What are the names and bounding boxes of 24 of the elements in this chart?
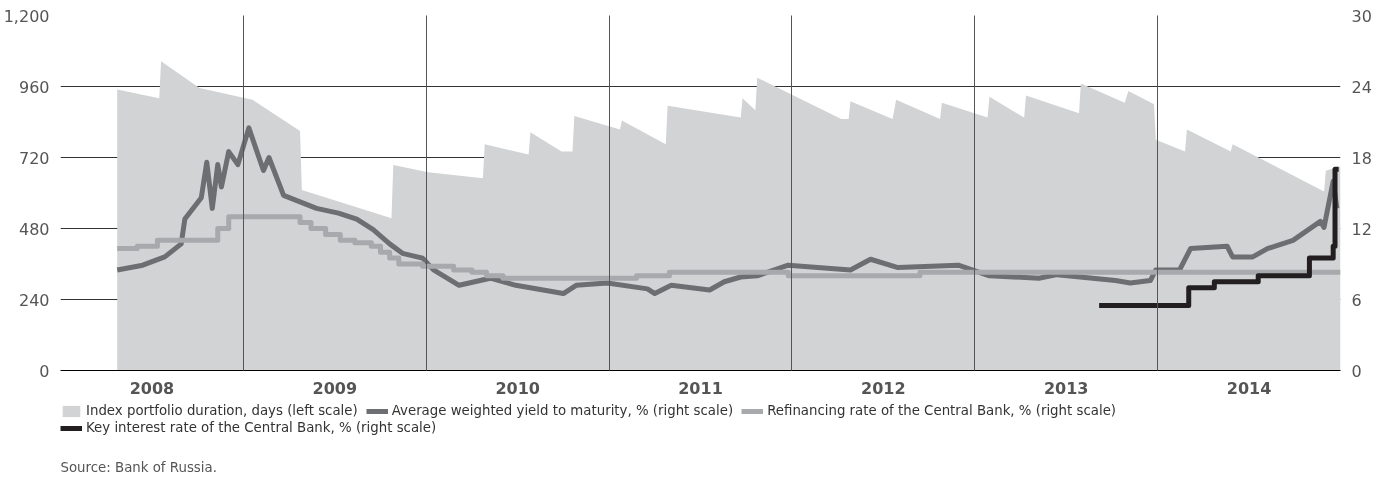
y-tick-label: 1,200 — [3, 6, 50, 26]
x-tick-label: 2008 — [129, 378, 175, 398]
y2-tick-label: 0 — [1351, 361, 1362, 381]
y2-tick-label: 24 — [1351, 77, 1372, 97]
legend-label: Refinancing rate of the Central Bank, % (right scale) — [767, 403, 1117, 418]
y-tick-label: 720 — [18, 148, 50, 168]
x-tick-label: 2010 — [495, 378, 540, 398]
y2-tick-label: 18 — [1351, 148, 1372, 168]
legend-label: Key interest rate of the Central Bank, % (right scale) — [86, 420, 437, 435]
x-tick-label: 2012 — [861, 378, 906, 398]
legend-label: Index portfolio duration, days (left scale) — [86, 403, 358, 418]
x-tick-label: 2014 — [1226, 378, 1272, 398]
y-tick-label: 960 — [18, 77, 50, 97]
source-note: Source: Bank of Russia. — [60, 459, 217, 475]
y-tick-label: 480 — [18, 219, 50, 239]
y2-tick-label: 30 — [1351, 6, 1372, 26]
y2-tick-label: 12 — [1351, 219, 1372, 239]
y-tick-label: 240 — [18, 290, 50, 310]
legend-label: Average weighted yield to maturity, % (right scale) — [391, 403, 734, 418]
y2-tick-label: 6 — [1351, 290, 1362, 310]
y-tick-label: 0 — [39, 361, 50, 381]
x-tick-label: 2013 — [1043, 378, 1089, 398]
x-tick-label: 2009 — [312, 378, 358, 398]
x-tick-label: 2011 — [678, 378, 723, 398]
